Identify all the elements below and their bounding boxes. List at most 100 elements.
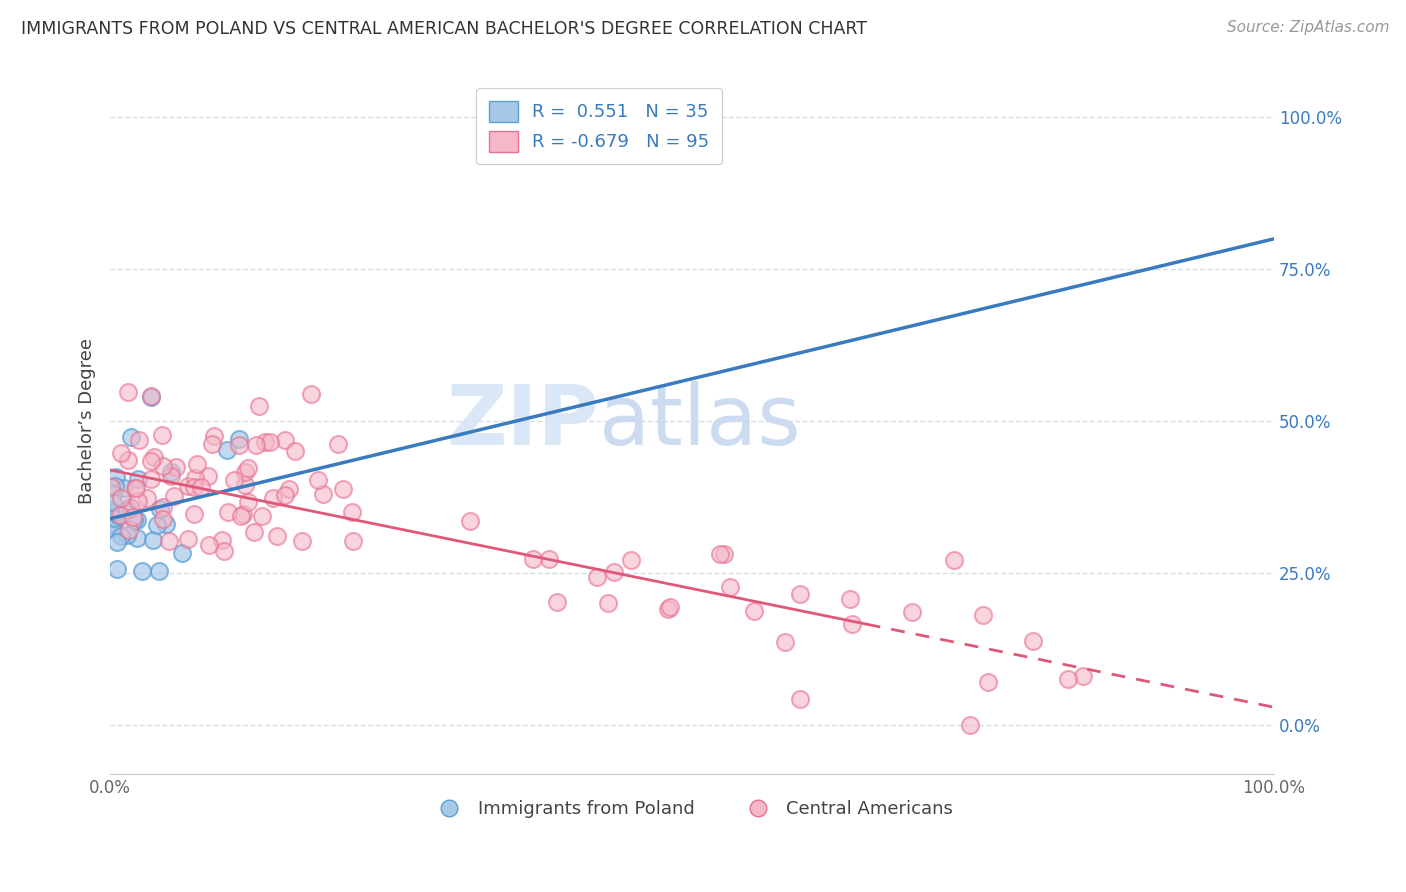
Point bbox=[243, 525, 266, 540]
Point bbox=[1056, 672, 1078, 686]
Point bbox=[139, 390, 162, 404]
Point bbox=[202, 428, 225, 442]
Point bbox=[596, 596, 619, 610]
Point bbox=[152, 458, 174, 473]
Point bbox=[522, 551, 544, 566]
Point bbox=[101, 521, 124, 535]
Point bbox=[100, 509, 122, 524]
Text: atlas: atlas bbox=[599, 381, 800, 462]
Point bbox=[190, 480, 212, 494]
Point bbox=[537, 551, 560, 566]
Point bbox=[342, 533, 364, 548]
Point bbox=[107, 508, 129, 523]
Point bbox=[120, 500, 142, 515]
Point bbox=[155, 517, 177, 532]
Point bbox=[972, 607, 994, 622]
Point bbox=[142, 533, 165, 548]
Point bbox=[250, 509, 273, 524]
Point bbox=[105, 470, 128, 484]
Point bbox=[262, 491, 284, 506]
Point bbox=[789, 587, 811, 601]
Point bbox=[620, 553, 643, 567]
Point bbox=[105, 535, 128, 549]
Point bbox=[1071, 669, 1094, 683]
Point bbox=[657, 602, 679, 616]
Point bbox=[586, 570, 609, 584]
Point bbox=[121, 510, 143, 524]
Point bbox=[127, 513, 149, 527]
Point bbox=[101, 510, 124, 524]
Point bbox=[100, 516, 122, 531]
Point bbox=[104, 505, 127, 519]
Text: ZIP: ZIP bbox=[447, 381, 599, 462]
Point bbox=[103, 510, 125, 524]
Point bbox=[110, 529, 132, 543]
Point bbox=[149, 502, 172, 516]
Point bbox=[273, 434, 295, 448]
Point bbox=[124, 482, 146, 496]
Point bbox=[114, 481, 136, 495]
Point bbox=[236, 461, 259, 475]
Point bbox=[236, 495, 259, 509]
Point bbox=[215, 442, 238, 457]
Point bbox=[103, 494, 125, 508]
Y-axis label: Bachelor’s Degree: Bachelor’s Degree bbox=[79, 338, 96, 504]
Point bbox=[170, 546, 193, 560]
Point bbox=[103, 520, 125, 534]
Point bbox=[117, 384, 139, 399]
Text: IMMIGRANTS FROM POLAND VS CENTRAL AMERICAN BACHELOR'S DEGREE CORRELATION CHART: IMMIGRANTS FROM POLAND VS CENTRAL AMERIC… bbox=[21, 20, 868, 37]
Point bbox=[977, 675, 1000, 690]
Point bbox=[217, 505, 239, 519]
Point bbox=[228, 438, 250, 452]
Point bbox=[122, 513, 145, 527]
Point bbox=[942, 553, 965, 567]
Point bbox=[110, 491, 132, 506]
Point bbox=[125, 531, 148, 545]
Point bbox=[150, 428, 173, 442]
Point bbox=[233, 478, 256, 492]
Point bbox=[120, 501, 142, 516]
Point bbox=[233, 465, 256, 479]
Point bbox=[110, 445, 132, 459]
Point bbox=[718, 580, 741, 594]
Text: Source: ZipAtlas.com: Source: ZipAtlas.com bbox=[1226, 20, 1389, 35]
Point bbox=[118, 523, 141, 537]
Point bbox=[139, 454, 162, 468]
Point bbox=[152, 500, 174, 514]
Point bbox=[841, 616, 863, 631]
Point bbox=[212, 544, 235, 558]
Point bbox=[104, 479, 127, 493]
Point bbox=[546, 595, 568, 609]
Point bbox=[299, 386, 322, 401]
Point bbox=[838, 592, 860, 607]
Point bbox=[744, 604, 766, 618]
Point bbox=[117, 503, 139, 517]
Point bbox=[186, 457, 208, 471]
Point bbox=[307, 473, 329, 487]
Point bbox=[143, 450, 166, 464]
Point bbox=[603, 565, 626, 579]
Point bbox=[291, 533, 314, 548]
Point bbox=[163, 489, 186, 503]
Point bbox=[274, 488, 297, 502]
Point bbox=[328, 437, 350, 451]
Point bbox=[117, 528, 139, 542]
Point bbox=[110, 508, 132, 523]
Point bbox=[127, 494, 149, 508]
Point bbox=[165, 460, 187, 475]
Point bbox=[224, 473, 246, 487]
Point bbox=[141, 473, 163, 487]
Point bbox=[103, 486, 125, 500]
Point bbox=[773, 635, 796, 649]
Point bbox=[340, 505, 363, 519]
Point bbox=[160, 469, 183, 483]
Point bbox=[789, 691, 811, 706]
Point bbox=[125, 482, 148, 496]
Point bbox=[160, 465, 183, 479]
Point bbox=[120, 430, 142, 444]
Point bbox=[228, 432, 250, 446]
Point bbox=[211, 533, 233, 547]
Point bbox=[183, 508, 205, 522]
Point bbox=[332, 482, 354, 496]
Point bbox=[117, 452, 139, 467]
